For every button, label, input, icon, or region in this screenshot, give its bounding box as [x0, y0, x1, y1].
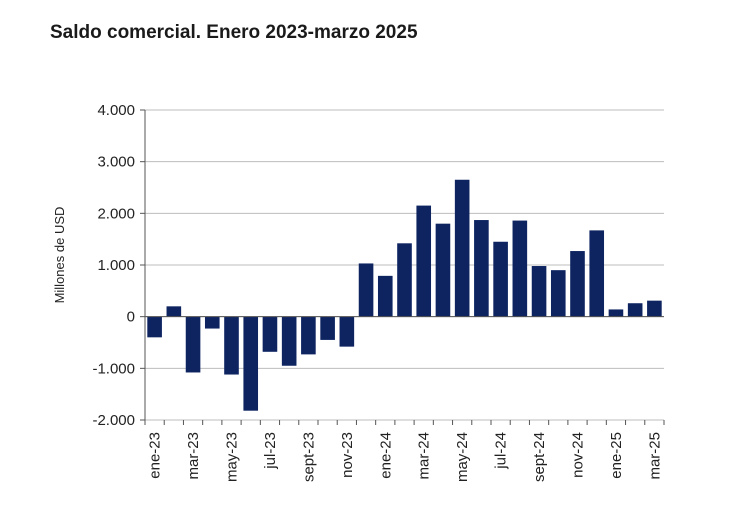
x-tick-label: jul-24	[493, 432, 510, 470]
bar-ene-24	[377, 275, 393, 317]
bar-mar-23	[185, 316, 201, 373]
bar-feb-25	[627, 303, 643, 317]
x-tick-label: mar-24	[416, 432, 433, 480]
bar-nov-24	[570, 251, 585, 317]
bar-may-23	[224, 316, 239, 375]
x-tick-label: sept-24	[531, 432, 548, 482]
bar-feb-23	[166, 306, 182, 317]
bar-nov-23	[339, 316, 355, 347]
chart-title: Saldo comercial. Enero 2023-marzo 2025	[50, 22, 418, 43]
x-tick-label: sept-23	[300, 432, 317, 482]
bar-may-24	[454, 179, 470, 317]
y-tick-label: 2.000	[97, 205, 135, 222]
bar-ene-23	[147, 316, 162, 338]
bar-sept-23	[301, 316, 316, 355]
x-tick-label: mar-23	[185, 432, 202, 480]
bar-jul-23	[262, 316, 278, 352]
bar-jun-24	[474, 220, 489, 317]
bar-abr-24	[435, 223, 451, 317]
x-tick-label: nov-24	[570, 432, 587, 478]
x-tick-label: ene-24	[377, 432, 394, 479]
bar-ago-23	[281, 316, 297, 366]
x-tick-label: nov-23	[339, 432, 356, 478]
bar-feb-24	[397, 243, 412, 317]
y-tick-label: -1.000	[92, 360, 135, 377]
x-tick-label: may-23	[224, 432, 241, 482]
bar-ago-24	[512, 220, 528, 317]
x-tick-label: may-24	[454, 432, 471, 482]
bar-sept-24	[531, 266, 547, 317]
y-axis-title: Millones de USD	[52, 207, 67, 304]
x-tick-label: mar-25	[646, 432, 663, 480]
bar-oct-24	[550, 270, 566, 317]
x-tick-label: ene-23	[147, 432, 164, 479]
y-tick-label: 1.000	[97, 257, 135, 274]
x-tick-label: ene-25	[608, 432, 625, 479]
bar-dic-24	[589, 230, 605, 317]
bar-mar-24	[416, 205, 432, 317]
bar-jun-23	[243, 316, 259, 411]
bar-oct-23	[320, 316, 335, 340]
y-tick-label: 3.000	[97, 154, 135, 171]
bar-abr-23	[204, 316, 220, 329]
bar-mar-25	[647, 300, 662, 317]
bar-ene-25	[608, 309, 624, 317]
bar-jul-24	[493, 241, 508, 317]
x-tick-label: jul-23	[262, 432, 279, 470]
y-tick-label: 4.000	[97, 102, 135, 119]
y-tick-label: -2.000	[92, 412, 135, 429]
bar-dic-23	[358, 263, 374, 317]
y-tick-label: 0	[127, 309, 135, 326]
